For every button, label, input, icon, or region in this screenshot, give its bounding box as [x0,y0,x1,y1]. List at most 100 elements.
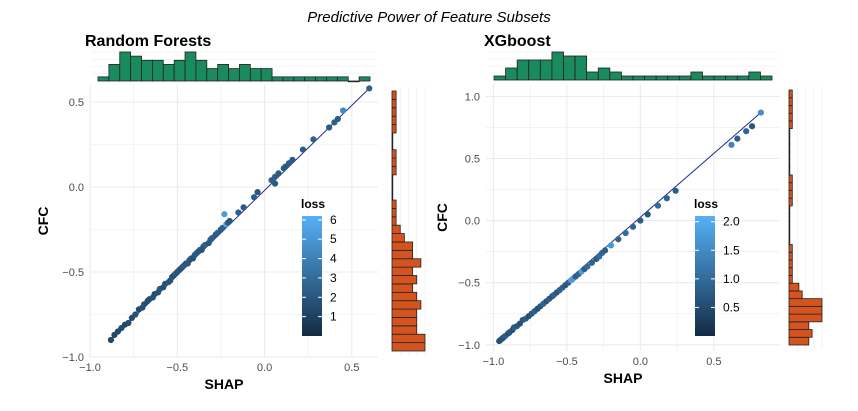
rf-right-hist-bar [391,300,422,310]
xgb-right-hist-bar [788,267,793,276]
rf-right-hist-bar [391,191,394,201]
xgb-y-tick-label: −1.0 [458,340,480,352]
rf-y-axis-title: CFC [35,207,51,236]
rf-right-hist-bar [391,98,397,109]
xgb-data-point [728,141,735,148]
xgb-right-hist-bar [788,275,793,284]
rf-x-tick-label: −1.0 [79,362,101,374]
xgb-right-hist-bar [788,259,793,269]
rf-right-hist-bar [391,115,397,125]
rf-top-hist-bar [141,59,153,82]
rf-data-point [235,209,242,216]
rf-right-hist-bar [391,166,397,176]
rf-right-hist-bar [391,317,418,327]
xgb-right-hist-bar [788,143,791,153]
rf-right-hist-bar [391,258,422,268]
xgb-right-hist-bar [788,190,793,199]
xgb-top-hist-bar [621,75,634,81]
rf-top-hist-bar [228,68,240,82]
rf-top-hist-bar [173,59,186,82]
rf-data-point [107,336,115,344]
rf-data-point [250,194,258,201]
rf-data-point [326,124,333,131]
rf-top-hist-bar [315,76,327,82]
xgb-top-hist-bar [713,75,727,81]
rf-right-hist-bar [391,90,397,100]
xgboost-panel: XGboost −1.0 −0.5 0.0 0.5 −1.0 −0.5 0.0 0.5 1.0 SH… [434,33,823,386]
xgb-data-point [748,123,756,130]
xgb-right-hist-bar [788,213,791,222]
xgb-y-tick-label: 0.5 [465,154,480,166]
xgb-top-hist-bar [563,55,576,81]
rf-data-point [240,204,247,211]
xgb-top-hist-bar [516,59,530,81]
xgb-y-tick-label: −0.5 [458,278,480,290]
rf-data-point [334,115,341,123]
rf-data-point [125,319,132,327]
random-forests-panel: Random Forests −1.0 −0.5 0.0 0.5 −1.0 −0.5 0.0 0… [35,33,426,392]
xgb-legend-label: 1.0 [723,272,740,286]
xgb-right-hist-bar [788,251,793,261]
rf-top-hist-bar [293,76,306,82]
figure-title: Predictive Power of Feature Subsets [307,9,551,26]
xgb-y-axis-title: CFC [434,203,450,232]
rf-legend-label: 1 [330,310,337,324]
xgb-data-point [672,187,679,194]
rf-right-hist-bar [391,224,401,234]
xgb-data-point [601,247,609,254]
rf-data-point [275,170,282,177]
xgb-legend-label: 1.5 [723,243,740,257]
rf-right-hist-bar [391,333,426,344]
rf-right-hist-bar [391,132,394,142]
xgb-right-hist-bar [788,329,813,338]
xgb-right-hist-bar [788,244,793,253]
xgb-top-hist-bar [551,51,564,81]
xgb-right-hist-bar [788,112,793,122]
xgb-right-hist-bar [788,290,803,300]
rf-right-hist-bar [391,233,405,243]
xgb-right-hist-bar [788,220,791,230]
rf-data-point [366,85,373,92]
rf-data-point [132,311,139,318]
rf-data-point [299,146,307,153]
rf-data-point [310,136,317,143]
xgb-top-hist-bar [493,75,506,81]
xgb-top-hist-bar [644,75,657,81]
xgb-right-hist-bar [788,305,823,315]
xgb-data-point [644,211,651,218]
xgb-x-tick-label: −0.5 [556,356,578,368]
xgb-right-hist-bar [788,135,791,145]
xgb-right-hist-bar [788,298,823,307]
xgb-right-hist-bar [788,228,791,238]
rf-data-point [226,217,233,225]
xgb-top-hist-bar [586,71,599,81]
xgb-data-point [615,236,622,243]
xgb-top-hist-bar [736,75,750,81]
rf-top-hist-bar [151,59,164,82]
rf-y-tick-label: 0.5 [69,97,84,109]
rf-legend-label: 2 [330,290,337,304]
rf-y-tick-label: 0.0 [69,182,84,194]
rf-top-hist-bar [282,76,295,82]
xgb-top-hist-bar [505,67,518,81]
xgb-data-point [757,109,764,116]
xgb-right-hist-bar [788,97,793,106]
xgb-top-hist-bar [690,71,703,81]
rf-x-tick-label: 0.0 [257,362,272,374]
xgb-panel-title: XGboost [484,33,551,50]
rf-right-hist-bar [391,199,397,209]
xgb-legend-colorbar [695,216,715,336]
xgb-top-hist-bar [667,75,680,81]
rf-top-hist-bar [347,80,360,83]
xgb-right-hist-bar [788,159,791,168]
rf-top-hist-bar [304,76,317,82]
xgb-data-point [629,223,637,230]
rf-right-hist-bar [391,140,394,151]
rf-top-hist-bar [358,76,371,82]
xgb-right-hist-bar [788,89,793,99]
xgb-x-tick-label: 0.0 [633,356,648,368]
rf-y-tick-label: −0.5 [62,267,84,279]
rf-data-point [254,189,261,196]
rf-top-hist-bar [271,76,284,82]
